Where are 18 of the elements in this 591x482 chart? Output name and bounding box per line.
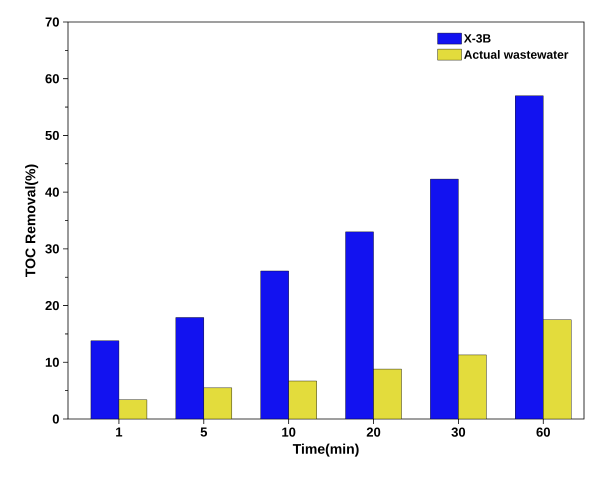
legend-label: X-3B <box>464 34 491 43</box>
y-tick-label: 50 <box>45 130 59 140</box>
x-tick-label: 20 <box>366 428 380 437</box>
y-tick-label: 0 <box>52 414 59 424</box>
x-tick-label: 1 <box>116 428 122 436</box>
y-tick-label: 20 <box>45 300 59 310</box>
y-tick-label: 10 <box>46 358 59 367</box>
x-tick-label: 30 <box>451 428 466 437</box>
y-tick-label: 60 <box>45 74 59 84</box>
y-tick-label: 40 <box>45 188 59 197</box>
x-tick-label: 5 <box>200 428 208 437</box>
x-axis-title: Time(min) <box>292 444 359 457</box>
y-tick-label: 30 <box>45 244 59 254</box>
x-tick-label: 60 <box>536 428 550 437</box>
y-tick-label: 70 <box>46 17 59 27</box>
legend-label: Actual wastewater <box>464 50 568 59</box>
x-tick-label: 10 <box>282 428 296 437</box>
y-axis-title: TOC Removal(%) <box>25 164 38 278</box>
